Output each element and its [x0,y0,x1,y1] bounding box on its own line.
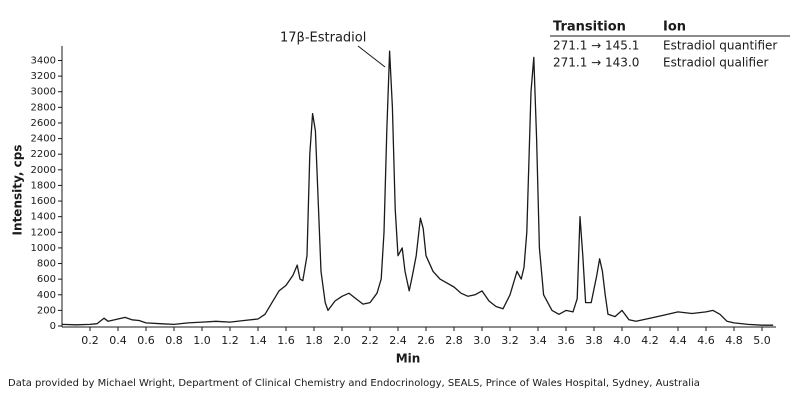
x-tick-label: 3.4 [529,334,547,347]
y-tick-label: 1400 [31,212,56,223]
x-tick-label: 0.4 [109,334,127,347]
table-cell: 271.1 → 145.1 [553,39,639,53]
y-tick-label: 1200 [31,227,56,238]
x-tick-label: 1.8 [305,334,323,347]
x-tick-label: 3.8 [585,334,603,347]
y-tick-label: 1600 [31,196,56,207]
x-tick-label: 5.0 [753,334,771,347]
x-tick-label: 1.2 [221,334,239,347]
y-tick-label: 600 [37,274,56,285]
x-tick-label: 0.2 [81,334,99,347]
x-tick-label: 2.0 [333,334,351,347]
y-tick-label: 800 [37,259,56,270]
x-tick-label: 4.0 [613,334,631,347]
x-tick-label: 2.6 [417,334,435,347]
x-tick-label: 1.6 [277,334,295,347]
x-tick-label: 2.8 [445,334,463,347]
y-tick-label: 3400 [31,55,56,66]
y-tick-label: 3000 [31,87,56,98]
y-tick-label: 3200 [31,71,56,82]
annotation-leader [357,45,386,68]
y-tick-label: 200 [37,305,56,316]
y-tick-label: 400 [37,290,56,301]
trace-line [61,50,774,326]
x-tick-label: 0.8 [165,334,183,347]
x-axis-label: Min [396,352,421,366]
x-tick-label: 2.4 [389,334,407,347]
x-tick-label: 0.6 [137,334,155,347]
source-note: Data provided by Michael Wright, Departm… [8,378,700,389]
y-tick-label: 1000 [31,243,56,254]
y-tick-label: 2400 [31,134,56,145]
table-cell: 271.1 → 143.0 [553,56,639,70]
y-axis-label: Intensity, cps [11,145,25,236]
y-tick-label: 0 [50,321,56,332]
y-tick-label: 1800 [31,180,56,191]
x-tick-label: 2.2 [361,334,379,347]
table-header: Ion [663,20,686,35]
table-cell: Estradiol quantifier [663,39,777,53]
x-tick-label: 3.6 [557,334,575,347]
y-tick-label: 2600 [31,118,56,129]
x-tick-label: 4.6 [697,334,715,347]
x-tick-label: 1.0 [193,334,211,347]
x-tick-label: 4.4 [669,334,687,347]
y-tick-label: 2000 [31,165,56,176]
x-tick-label: 4.2 [641,334,659,347]
y-tick-label: 2800 [31,102,56,113]
x-tick-label: 4.8 [725,334,743,347]
x-tick-label: 1.4 [249,334,267,347]
peak-annotation: 17β-Estradiol [280,31,366,46]
x-tick-label: 3.0 [473,334,491,347]
y-tick-label: 2200 [31,149,56,160]
table-header: Transition [553,20,626,35]
table-cell: Estradiol qualifier [663,56,768,70]
x-tick-label: 3.2 [501,334,519,347]
